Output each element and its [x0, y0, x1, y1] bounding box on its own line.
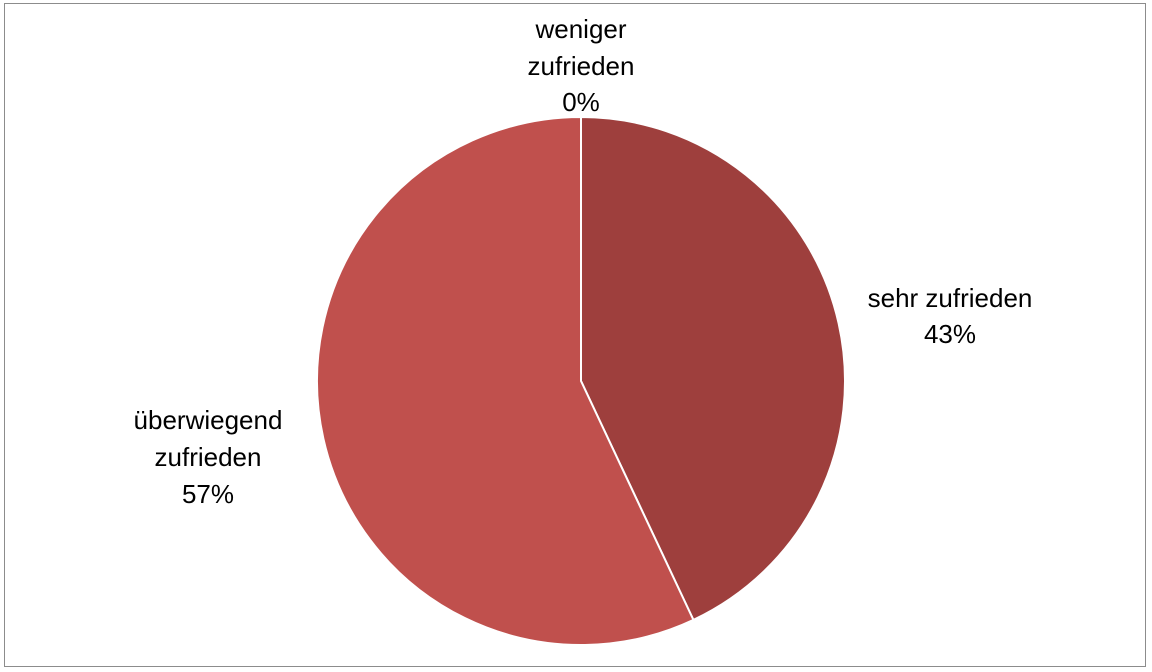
data-label-weniger-zufrieden: weniger zufrieden 0%	[528, 14, 635, 117]
data-label-überwiegend-zufrieden: überwiegend zufrieden 57%	[134, 405, 283, 509]
data-label-sehr-zufrieden: sehr zufrieden 43%	[868, 283, 1033, 349]
pie-labels: sehr zufrieden 43% überwiegend zufrieden 57%…	[134, 14, 1033, 509]
pie-slice-überwiegend-zufrieden	[316, 115, 695, 646]
pie-slices	[316, 115, 846, 646]
pie-slice-sehr-zufrieden	[580, 115, 846, 622]
